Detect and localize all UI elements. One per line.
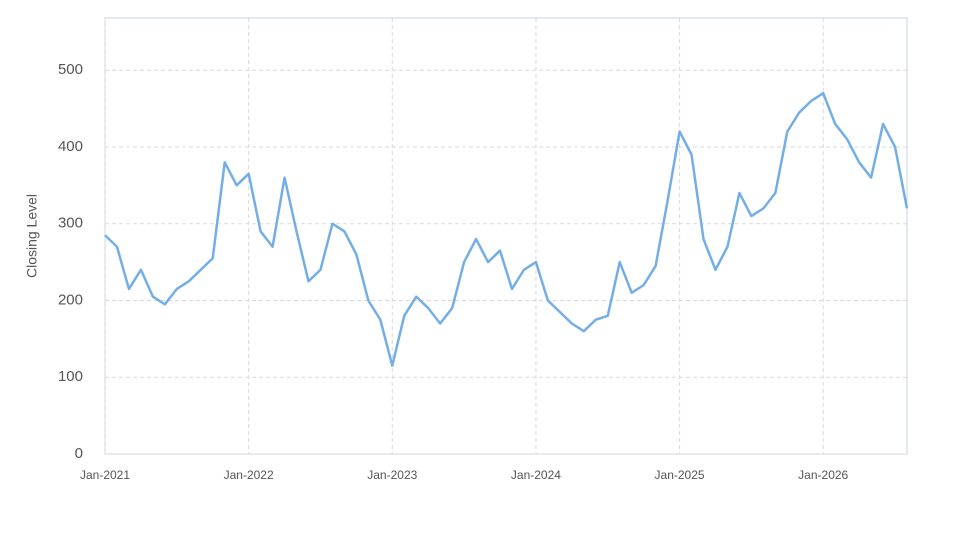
x-tick-label: Jan-2026 [798, 468, 848, 482]
x-tick-label: Jan-2025 [655, 468, 705, 482]
y-axis-label: Closing Level [24, 194, 40, 278]
data-line [104, 91, 909, 367]
y-tick-label: 400 [58, 138, 83, 155]
x-tick-label: Jan-2023 [367, 468, 417, 482]
y-tick-label: 100 [58, 368, 83, 385]
x-tick-label: Jan-2021 [80, 468, 130, 482]
y-tick-label: 500 [58, 61, 83, 78]
y-tick-label: 300 [58, 215, 83, 232]
y-tick-label: 200 [58, 291, 83, 308]
y-tick-label: 0 [75, 445, 83, 462]
plot-frame [104, 17, 908, 455]
x-tick-label: Jan-2024 [511, 468, 561, 482]
x-tick-label: Jan-2022 [224, 468, 274, 482]
